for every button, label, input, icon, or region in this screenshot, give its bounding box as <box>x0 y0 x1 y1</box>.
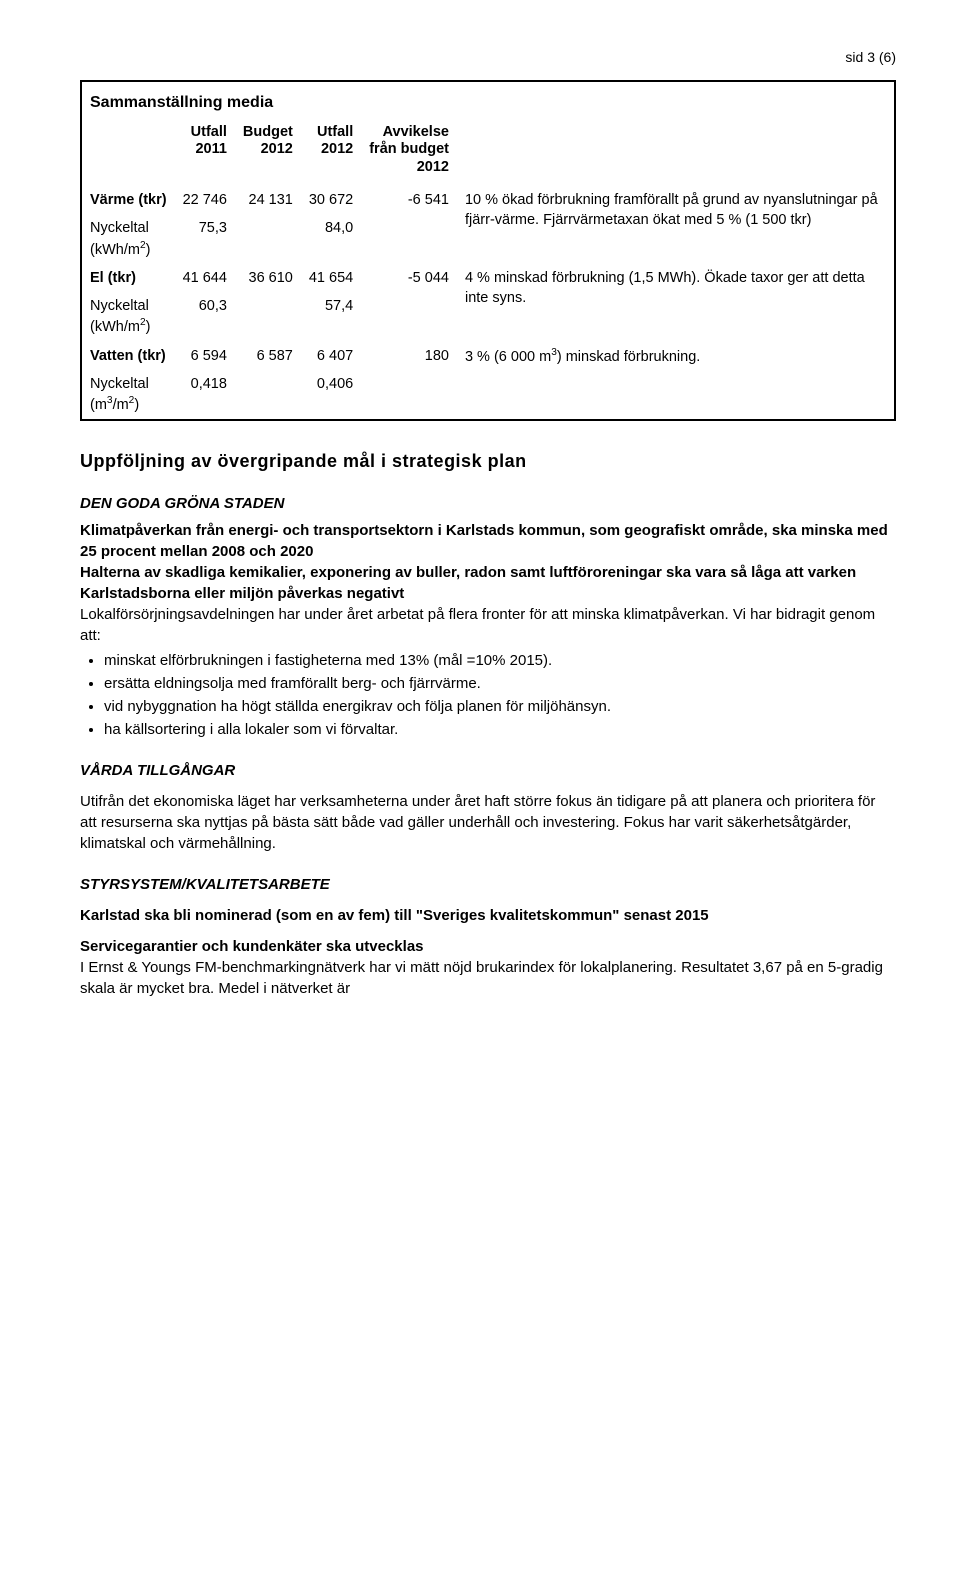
varda-heading: VÅRDA TILLGÅNGAR <box>80 760 896 781</box>
cell: 84,0 <box>301 214 361 263</box>
cell: 22 746 <box>175 186 235 214</box>
styrsystem-heading: STYRSYSTEM/KVALITETSARBETE <box>80 874 896 895</box>
list-item: ha källsortering i alla lokaler som vi f… <box>104 719 896 740</box>
row-note: 4 % minskad förbrukning (1,5 MWh). Ökade… <box>457 264 895 342</box>
hdr-avvikelse-a: Avvikelse <box>369 124 449 141</box>
groda-intro: Lokalförsörjningsavdelningen har under å… <box>80 604 896 646</box>
cell: 0,418 <box>175 370 235 420</box>
styrsystem-sub-bold: Servicegarantier och kundenkäter ska utv… <box>80 936 896 957</box>
cell: 0,406 <box>301 370 361 420</box>
cell: 36 610 <box>235 264 301 292</box>
varda-block: VÅRDA TILLGÅNGAR Utifrån det ekonomiska … <box>80 760 896 854</box>
hdr-budget-2012-b: 2012 <box>243 141 293 158</box>
row-label: Vatten (tkr) <box>81 342 175 370</box>
cell: 24 131 <box>235 186 301 214</box>
row-label: Nyckeltal(kWh/m2) <box>81 292 175 341</box>
varda-text: Utifrån det ekonomiska läget har verksam… <box>80 791 896 854</box>
hdr-avvikelse-b: från budget <box>369 141 449 158</box>
styrsystem-block: STYRSYSTEM/KVALITETSARBETE Karlstad ska … <box>80 874 896 999</box>
cell <box>361 214 457 263</box>
cell: 57,4 <box>301 292 361 341</box>
list-item: minskat elförbrukningen i fastigheterna … <box>104 650 896 671</box>
row-note: 3 % (6 000 m3) minskad förbrukning. <box>457 342 895 421</box>
cell: 41 654 <box>301 264 361 292</box>
cell: 30 672 <box>301 186 361 214</box>
hdr-utfall-2012-a: Utfall <box>309 124 353 141</box>
cell: 41 644 <box>175 264 235 292</box>
media-table: Sammanställning media Utfall2011 Budget2… <box>80 80 896 422</box>
cell: 6 587 <box>235 342 301 370</box>
cell <box>235 292 301 341</box>
cell: -6 541 <box>361 186 457 214</box>
table-title: Sammanställning media <box>81 81 895 120</box>
cell <box>235 370 301 420</box>
hdr-utfall-2011-b: 2011 <box>183 141 227 158</box>
row-label: Värme (tkr) <box>81 186 175 214</box>
styrsystem-text: I Ernst & Youngs FM-benchmarkingnätverk … <box>80 957 896 999</box>
row-label: Nyckeltal(kWh/m2) <box>81 214 175 263</box>
groda-bold-1: Klimatpåverkan från energi- och transpor… <box>80 520 896 562</box>
hdr-utfall-2012-b: 2012 <box>309 141 353 158</box>
page-number: sid 3 (6) <box>80 48 896 68</box>
list-item: ersätta eldningsolja med framförallt ber… <box>104 673 896 694</box>
table-row: Vatten (tkr) 6 594 6 587 6 407 180 3 % (… <box>81 342 895 370</box>
list-item: vid nybyggnation ha högt ställda energik… <box>104 696 896 717</box>
cell: 60,3 <box>175 292 235 341</box>
row-label: El (tkr) <box>81 264 175 292</box>
section-title: Uppföljning av övergripande mål i strate… <box>80 449 896 474</box>
hdr-utfall-2011-a: Utfall <box>183 124 227 141</box>
styrsystem-bold: Karlstad ska bli nominerad (som en av fe… <box>80 905 896 926</box>
cell: -5 044 <box>361 264 457 292</box>
groda-block: DEN GODA GRÖNA STADEN Klimatpåverkan frå… <box>80 493 896 740</box>
groda-heading: DEN GODA GRÖNA STADEN <box>80 493 896 514</box>
table-header-row: Utfall2011 Budget2012 Utfall2012 Avvikel… <box>81 120 895 186</box>
cell: 6 594 <box>175 342 235 370</box>
hdr-avvikelse-c: 2012 <box>369 159 449 176</box>
table-row: El (tkr) 41 644 36 610 41 654 -5 044 4 %… <box>81 264 895 292</box>
cell <box>235 214 301 263</box>
cell: 75,3 <box>175 214 235 263</box>
groda-bold-2: Halterna av skadliga kemikalier, exponer… <box>80 562 896 604</box>
hdr-budget-2012-a: Budget <box>243 124 293 141</box>
row-note: 10 % ökad förbrukning framförallt på gru… <box>457 186 895 264</box>
row-label: Nyckeltal(m3/m2) <box>81 370 175 420</box>
cell <box>361 292 457 341</box>
cell: 180 <box>361 342 457 370</box>
table-row: Värme (tkr) 22 746 24 131 30 672 -6 541 … <box>81 186 895 214</box>
cell: 6 407 <box>301 342 361 370</box>
groda-bullets: minskat elförbrukningen i fastigheterna … <box>104 650 896 740</box>
cell <box>361 370 457 420</box>
